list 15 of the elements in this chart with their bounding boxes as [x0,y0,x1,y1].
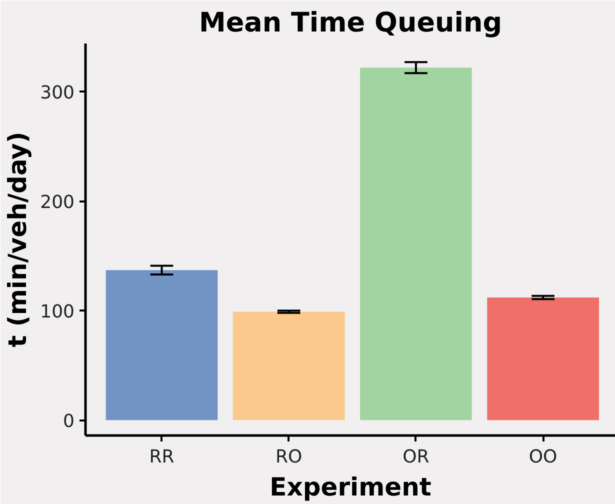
bar [487,298,599,420]
chart-title: Mean Time Queuing [198,8,502,38]
y-tick-label: 200 [40,192,75,214]
x-axis-title: Experiment [270,472,432,502]
x-tick-label: OO [528,446,558,468]
bar [106,270,218,420]
x-tick-label: OR [402,446,430,468]
y-tick-label: 0 [63,411,74,432]
y-tick-label: 100 [40,302,75,323]
bar [232,312,345,420]
x-tick-label: RR [149,446,174,468]
y-tick-label: 300 [40,82,75,104]
bar [360,68,472,420]
y-axis-title: t (min/veh/day) [3,132,32,348]
x-tick-label: RO [276,446,302,468]
